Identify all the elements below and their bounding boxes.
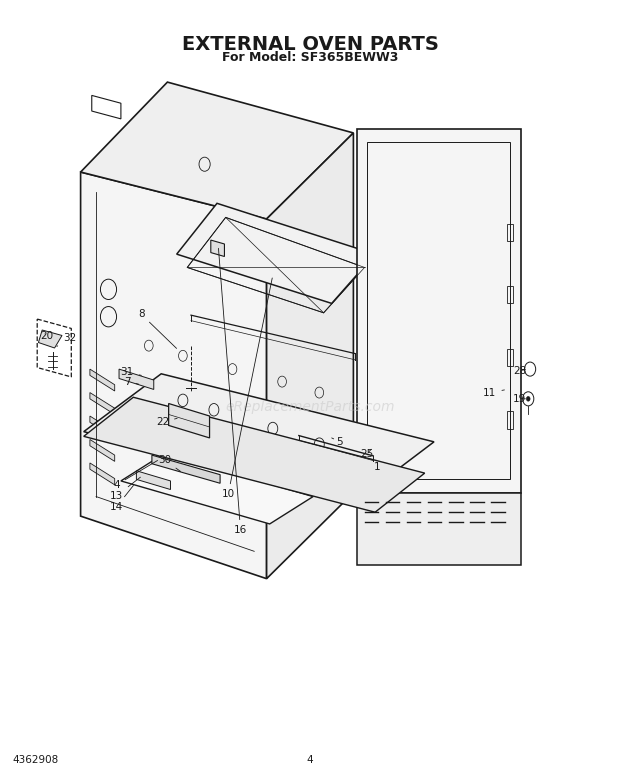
Circle shape <box>526 396 530 401</box>
Polygon shape <box>84 374 434 500</box>
Polygon shape <box>90 393 115 414</box>
Polygon shape <box>136 471 171 490</box>
Polygon shape <box>81 82 353 219</box>
Bar <box>507 286 513 303</box>
Text: 1: 1 <box>371 459 380 472</box>
Polygon shape <box>220 452 244 466</box>
Text: For Model: SF365BEWW3: For Model: SF365BEWW3 <box>222 51 398 64</box>
Text: 16: 16 <box>218 249 247 535</box>
Polygon shape <box>81 172 267 579</box>
Polygon shape <box>90 439 115 461</box>
Text: 28: 28 <box>513 366 526 375</box>
Text: 4362908: 4362908 <box>12 755 59 765</box>
Text: 25: 25 <box>360 449 374 458</box>
Text: 7: 7 <box>124 377 139 386</box>
Polygon shape <box>356 493 521 565</box>
Text: 19: 19 <box>513 394 526 404</box>
Polygon shape <box>356 129 521 493</box>
Text: 5: 5 <box>332 437 343 447</box>
Polygon shape <box>267 133 353 579</box>
Text: EXTERNAL OVEN PARTS: EXTERNAL OVEN PARTS <box>182 35 438 54</box>
Polygon shape <box>254 462 278 476</box>
Polygon shape <box>288 472 312 486</box>
Bar <box>507 224 513 241</box>
Polygon shape <box>169 404 210 438</box>
Text: 11: 11 <box>483 388 505 397</box>
Polygon shape <box>84 397 425 512</box>
Text: 14: 14 <box>110 486 133 511</box>
Text: 10: 10 <box>221 278 272 499</box>
Polygon shape <box>90 369 115 391</box>
Text: 32: 32 <box>57 333 76 346</box>
Text: 22: 22 <box>156 418 177 427</box>
Text: 13: 13 <box>110 477 140 500</box>
Polygon shape <box>322 482 346 497</box>
Text: 8: 8 <box>138 310 177 349</box>
Text: 4: 4 <box>113 461 157 490</box>
Polygon shape <box>92 95 121 119</box>
Polygon shape <box>211 240 224 256</box>
Text: 20: 20 <box>40 332 53 341</box>
Bar <box>507 411 513 429</box>
Bar <box>507 349 513 366</box>
Polygon shape <box>90 416 115 438</box>
Text: eReplacementParts.com: eReplacementParts.com <box>225 400 395 414</box>
Polygon shape <box>177 203 375 303</box>
Text: 31: 31 <box>120 368 141 377</box>
Polygon shape <box>152 455 220 483</box>
Polygon shape <box>121 454 313 524</box>
Polygon shape <box>119 369 154 389</box>
Polygon shape <box>38 330 62 348</box>
Text: 30: 30 <box>157 455 180 472</box>
Polygon shape <box>90 463 115 485</box>
Text: 4: 4 <box>307 755 313 765</box>
